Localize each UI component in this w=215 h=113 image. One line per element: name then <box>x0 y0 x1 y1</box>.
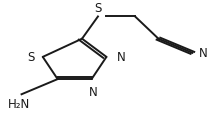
Text: H₂N: H₂N <box>8 97 31 110</box>
Text: S: S <box>27 51 34 64</box>
Text: N: N <box>89 85 98 98</box>
Text: N: N <box>117 51 126 64</box>
Text: N: N <box>199 47 207 60</box>
Text: S: S <box>94 2 102 15</box>
